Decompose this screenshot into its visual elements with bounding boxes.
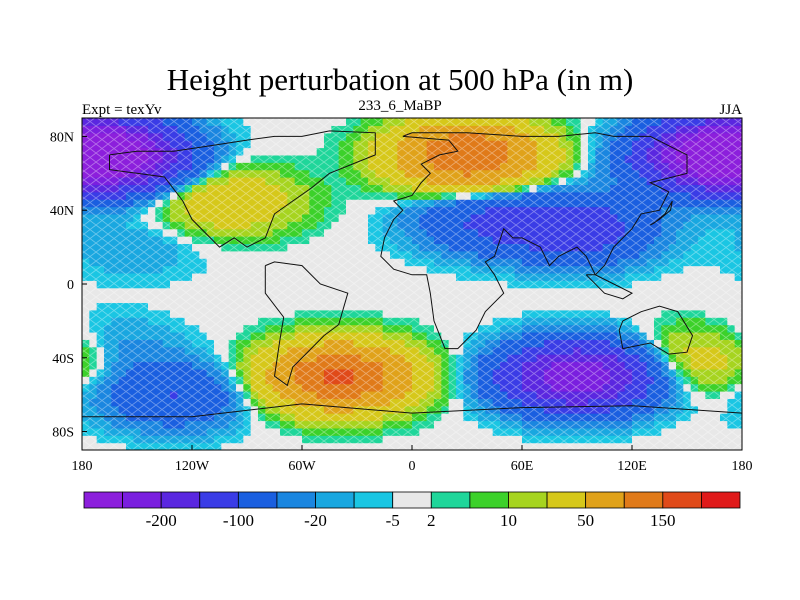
- hatch-overlay: [82, 118, 742, 450]
- colorbar-label: 2: [427, 511, 436, 530]
- season-label: JJA: [719, 102, 742, 118]
- experiment-label: Expt = texYv: [82, 102, 162, 118]
- coastline: [109, 130, 376, 248]
- y-tick-label: 80S: [52, 426, 74, 441]
- x-tick-label: 180: [732, 459, 753, 474]
- x-tick-label: 60E: [511, 459, 534, 474]
- plot-title: Height perturbation at 500 hPa (in m): [166, 62, 634, 97]
- coastline: [585, 274, 634, 300]
- colorbar-label: 10: [500, 511, 517, 530]
- colorbar-swatch: [83, 491, 123, 509]
- colorbar-swatch: [353, 491, 394, 509]
- colorbar-swatch: [623, 491, 664, 509]
- colorbar-swatch: [199, 491, 239, 509]
- coastline: [618, 305, 694, 355]
- coastline: [380, 132, 688, 350]
- colorbar-swatch: [315, 491, 355, 509]
- colorbar-swatch: [160, 491, 201, 509]
- colorbar-swatch: [508, 491, 548, 509]
- colorbar-swatch: [237, 491, 278, 509]
- x-tick-label: 0: [409, 459, 416, 474]
- colorbar-label: 50: [577, 511, 594, 530]
- y-tick-label: 40S: [52, 352, 74, 367]
- x-axis: 180 120W 60W 0 60E 120E 180: [72, 445, 753, 474]
- coastline: [82, 403, 742, 418]
- colorbar-swatch: [392, 491, 432, 509]
- colorbar-swatch: [662, 491, 702, 509]
- x-tick-label: 180: [72, 459, 93, 474]
- x-tick-label: 60W: [288, 459, 316, 474]
- colorbar-swatch: [469, 491, 509, 509]
- x-tick-label: 120W: [175, 459, 210, 474]
- colorbar-label: -20: [304, 511, 327, 530]
- colorbar-label: -100: [223, 511, 254, 530]
- y-axis: 80N 40N 0 40S 80S: [50, 130, 87, 441]
- colorbar: -200 -100 -20 -5 2 10 50 150: [83, 491, 741, 530]
- colorbar-label: 150: [650, 511, 676, 530]
- colorbar-swatch: [546, 491, 587, 509]
- y-tick-label: 0: [67, 278, 74, 293]
- colorbar-swatch: [122, 491, 162, 509]
- y-tick-label: 80N: [50, 130, 74, 145]
- colorbar-label: -200: [146, 511, 177, 530]
- run-label: 233_6_MaBP: [358, 98, 442, 114]
- colorbar-swatch: [276, 491, 316, 509]
- colorbar-swatch: [430, 491, 471, 509]
- colorbar-swatch: [701, 491, 741, 509]
- y-tick-label: 40N: [50, 204, 74, 219]
- coastline: [264, 261, 349, 387]
- x-tick-label: 120E: [617, 459, 647, 474]
- coastline: [650, 200, 673, 226]
- coastlines: [82, 130, 742, 418]
- colorbar-swatch: [585, 491, 625, 509]
- colorbar-label: -5: [386, 511, 400, 530]
